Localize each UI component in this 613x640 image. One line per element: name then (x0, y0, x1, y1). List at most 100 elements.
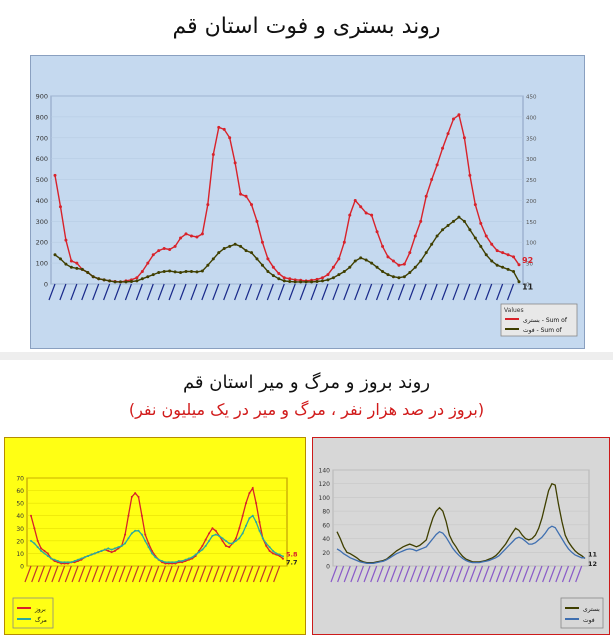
data-point (147, 542, 150, 545)
data-point (97, 277, 101, 281)
y-tick-label: 0 (326, 564, 330, 571)
data-point (211, 534, 214, 537)
data-point (234, 539, 237, 542)
x-tick-mark (548, 565, 556, 583)
x-tick-mark (354, 283, 362, 301)
data-point (214, 533, 217, 536)
x-tick-mark (157, 283, 165, 301)
y-tick-label: 70 (16, 476, 24, 483)
data-point (140, 533, 143, 536)
data-point (402, 275, 406, 279)
x-tick-mark (376, 565, 384, 583)
data-point (43, 552, 46, 555)
x-tick-mark (363, 565, 371, 583)
x-tick-mark (436, 565, 444, 583)
data-point (129, 279, 133, 283)
data-point (140, 514, 143, 517)
data-point (184, 558, 187, 561)
data-point (255, 219, 259, 223)
x-tick-mark (535, 565, 543, 583)
end-value-label: 12 (588, 560, 597, 568)
x-tick-mark (192, 565, 200, 583)
data-point (451, 219, 455, 223)
data-point (473, 236, 477, 240)
x-tick-mark (266, 565, 274, 583)
data-point (107, 549, 110, 552)
data-point (117, 546, 120, 549)
y-tick-label: 400 (36, 197, 48, 205)
x-tick-mark (259, 565, 267, 583)
y-tick-label: 50 (16, 501, 24, 508)
data-point (228, 546, 231, 549)
series-line (336, 525, 585, 564)
data-point (402, 262, 406, 266)
legend-label: فوت (583, 617, 595, 624)
data-point (66, 561, 69, 564)
data-point (435, 163, 439, 167)
data-point (248, 492, 251, 495)
x-tick-mark (125, 565, 133, 583)
data-point (397, 263, 401, 267)
data-point (184, 232, 188, 236)
data-point (53, 253, 57, 257)
data-point (282, 276, 286, 280)
data-point (251, 514, 254, 517)
data-point (103, 548, 106, 551)
data-point (490, 259, 494, 263)
end-value-label: 11 (588, 550, 598, 558)
data-point (282, 279, 286, 283)
x-tick-mark (81, 283, 89, 301)
data-point (250, 251, 254, 255)
data-point (501, 265, 505, 269)
data-point (184, 269, 188, 273)
data-point (189, 269, 193, 273)
x-tick-mark (185, 565, 193, 583)
data-point (326, 273, 330, 277)
data-point (154, 556, 157, 559)
data-point (204, 544, 207, 547)
x-tick-mark (252, 565, 261, 583)
data-point (238, 527, 241, 530)
data-point (446, 224, 450, 228)
x-tick-mark (568, 565, 576, 583)
hospital-death-rate-chart-panel: 0 20 40 60 80 100 120 140 11 12 بستری فوت (312, 437, 610, 635)
data-point (435, 234, 439, 238)
x-tick-mark (419, 283, 427, 301)
x-tick-mark (103, 283, 111, 301)
page-title: روند بستری و فوت استان قم (172, 14, 441, 39)
data-point (484, 234, 488, 238)
data-point (479, 221, 483, 225)
data-point (441, 228, 445, 232)
legend-label: مرگ (35, 615, 47, 624)
data-point (261, 537, 264, 540)
data-point (462, 219, 466, 223)
data-point (222, 246, 226, 250)
data-point (271, 552, 274, 555)
data-point (204, 538, 207, 541)
data-point (173, 270, 177, 274)
data-point (245, 502, 248, 505)
hospitalization-death-chart: 0 100 200 300 400 500 600 700 800 900 0 50 100 150 200… (36, 93, 578, 337)
legend-label: بستری - Sum of (523, 317, 568, 324)
data-point (408, 271, 412, 275)
x-tick-mark (383, 565, 391, 583)
y-tick-label: 140 (319, 468, 331, 475)
data-point (386, 255, 390, 259)
data-point (70, 561, 73, 564)
data-point (238, 537, 241, 540)
data-point (208, 532, 211, 535)
x-tick-mark (172, 565, 180, 583)
data-point (137, 495, 140, 498)
data-point (241, 514, 244, 517)
data-point (479, 244, 483, 248)
data-point (147, 546, 150, 549)
data-point (135, 279, 139, 283)
x-tick-mark (288, 283, 296, 301)
data-point (110, 548, 113, 551)
data-point (224, 539, 227, 542)
x-tick-mark (522, 565, 530, 583)
data-point (348, 213, 352, 217)
data-point (233, 161, 237, 165)
data-point (161, 559, 164, 562)
data-point (195, 270, 199, 274)
